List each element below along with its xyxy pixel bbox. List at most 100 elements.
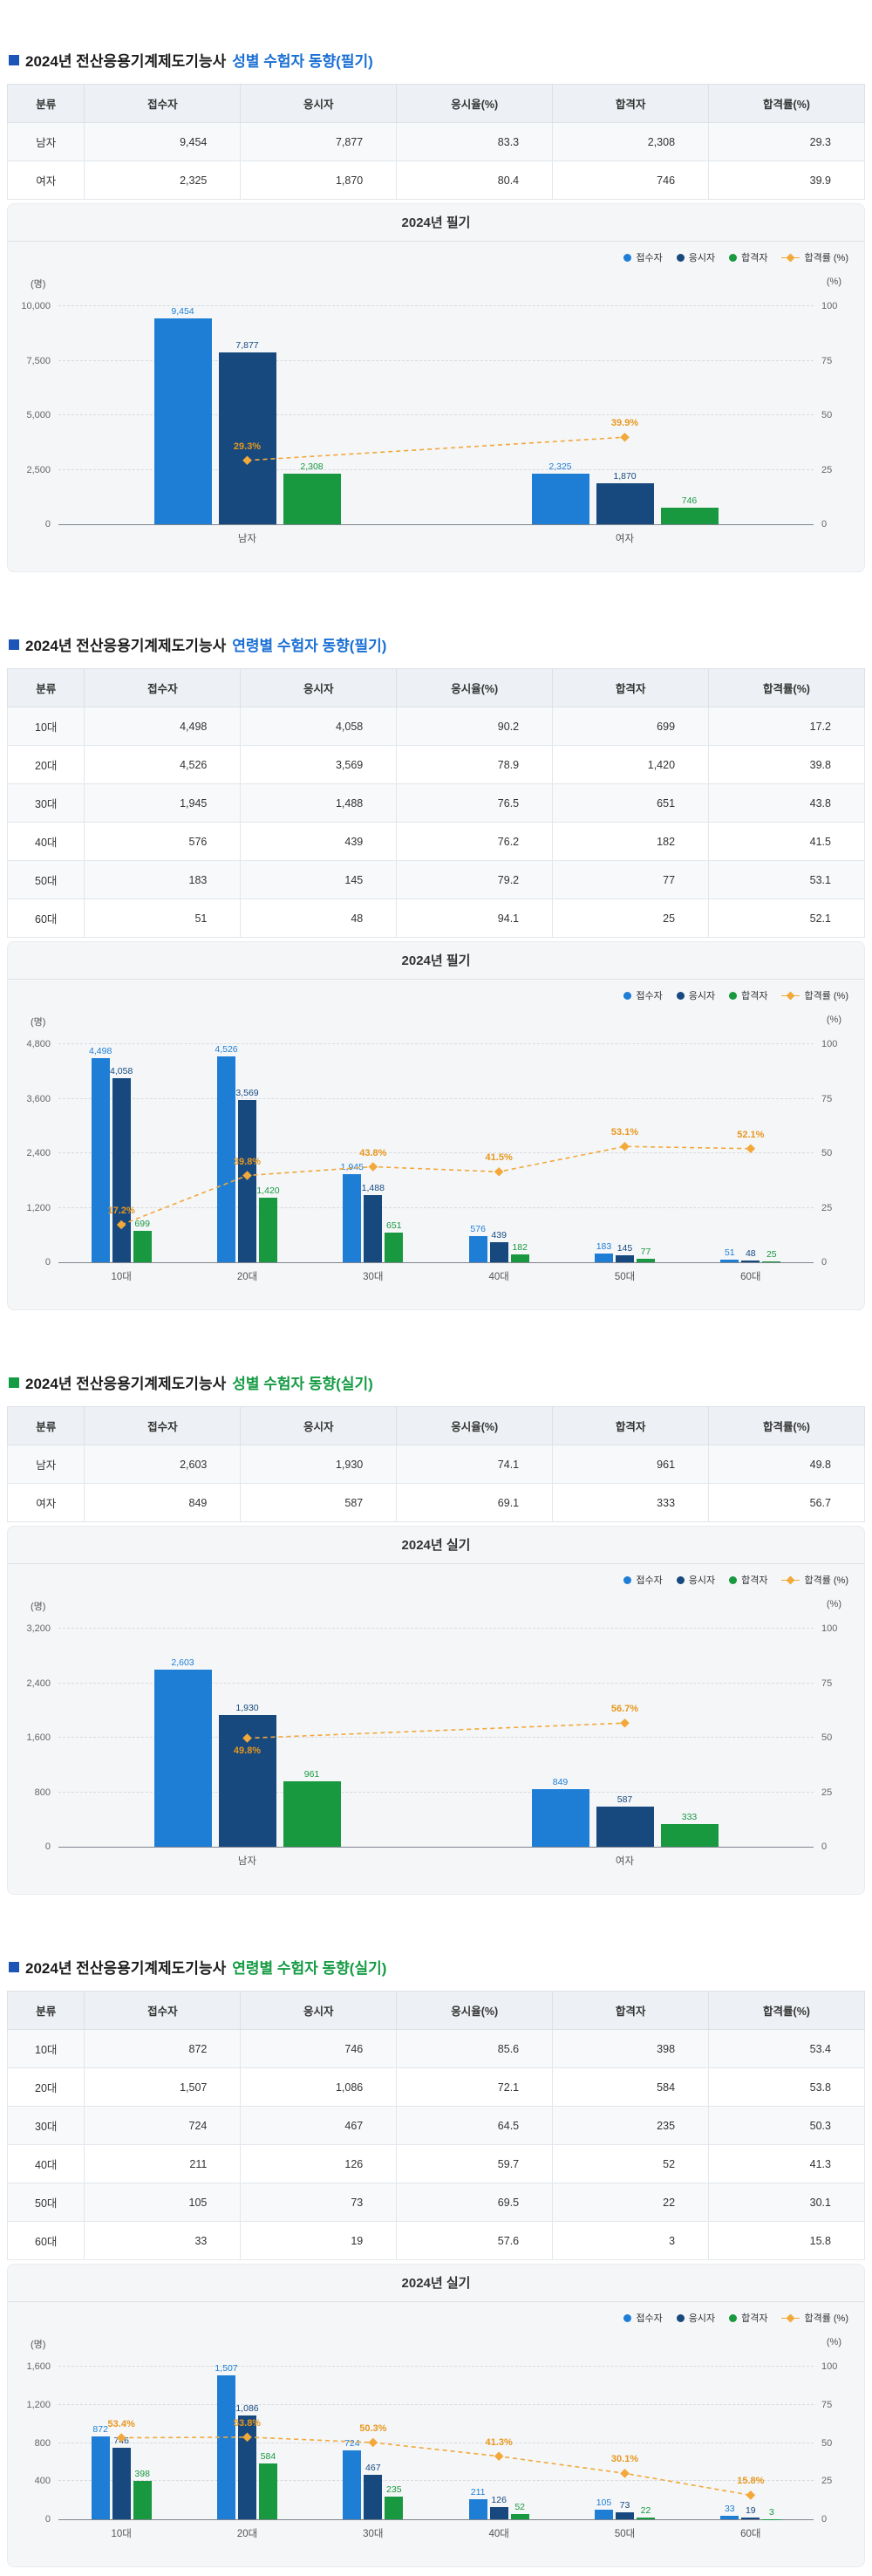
title-highlight: 성별 수험자 동향(실기) [232, 1371, 373, 1393]
pass-rate-legend-marker-icon [781, 2315, 800, 2321]
x-axis-line [58, 1262, 814, 1263]
rate-value-label: 29.3% [234, 441, 261, 452]
bar-value-label: 1,507 [215, 2363, 237, 2374]
applicants-bar: 724 [343, 2450, 361, 2519]
applicants-bar: 51 [720, 1260, 739, 1262]
bar-value-label: 7,877 [235, 340, 258, 351]
bar-value-label: 333 [682, 1812, 698, 1822]
row-category-cell: 20대 [8, 2068, 85, 2107]
y2-tick-label: 0 [821, 1257, 827, 1268]
bar-value-label: 849 [553, 1777, 569, 1787]
applicants-bar: 849 [532, 1789, 589, 1847]
value-cell: 83.3 [397, 123, 553, 161]
passers-bar: 182 [511, 1254, 529, 1262]
legend-item-applicants: 접수자 [623, 1573, 662, 1587]
applicants-bar: 576 [469, 1236, 487, 1262]
applicants-legend-dot-icon [623, 2314, 631, 2322]
examinees-bar: 7,877 [219, 352, 276, 524]
passers-bar: 235 [385, 2497, 403, 2519]
row-category-cell: 10대 [8, 707, 85, 746]
y2-tick-label: 75 [821, 1094, 832, 1104]
value-cell: 872 [85, 2030, 241, 2068]
value-cell: 467 [241, 2107, 397, 2145]
y-tick-label: 2,400 [26, 1678, 51, 1689]
column-header: 합격자 [553, 85, 709, 123]
value-cell: 74.1 [397, 1445, 553, 1484]
value-cell: 78.9 [397, 746, 553, 784]
legend-label: 접수자 [636, 250, 662, 264]
applicants-legend-dot-icon [623, 254, 631, 262]
value-cell: 4,526 [85, 746, 241, 784]
row-category-cell: 남자 [8, 1445, 85, 1484]
bar-value-label: 746 [682, 495, 698, 506]
column-header: 접수자 [85, 85, 241, 123]
value-cell: 43.8 [709, 784, 865, 823]
value-cell: 17.2 [709, 707, 865, 746]
column-header: 합격자 [553, 1407, 709, 1445]
value-cell: 584 [553, 2068, 709, 2107]
value-cell: 29.3 [709, 123, 865, 161]
applicants-bar: 1,507 [217, 2375, 235, 2519]
value-cell: 57.6 [397, 2222, 553, 2260]
y-tick-label: 0 [45, 1841, 51, 1852]
x-axis-line [58, 2519, 814, 2520]
chart-title: 2024년 필기 [8, 215, 864, 232]
x-category-label: 50대 [615, 2526, 635, 2540]
examinees-bar: 3,569 [238, 1100, 256, 1262]
bar-value-label: 1,945 [341, 1162, 364, 1172]
column-header: 분류 [8, 669, 85, 707]
legend-label: 합격률 (%) [804, 1573, 848, 1587]
value-cell: 746 [241, 2030, 397, 2068]
examinees-bar: 1,086 [238, 2415, 256, 2519]
passers-bar: 699 [133, 1231, 152, 1262]
legend-label: 접수자 [636, 2311, 662, 2325]
legend-diamond-icon [787, 991, 795, 1000]
bar-value-label: 182 [512, 1242, 528, 1253]
bar-value-label: 9,454 [171, 306, 194, 317]
y-axis-unit-label: (명) [31, 1599, 45, 1613]
y-tick-label: 800 [35, 1787, 51, 1798]
bar-value-label: 584 [261, 2451, 276, 2462]
value-cell: 53.8 [709, 2068, 865, 2107]
bar-value-label: 183 [596, 1241, 612, 1252]
bar-value-label: 51 [725, 1247, 735, 1258]
column-header: 접수자 [85, 1407, 241, 1445]
x-category-label: 남자 [238, 1854, 256, 1868]
applicants-bar: 183 [595, 1254, 613, 1262]
legend-dash-icon [794, 995, 800, 996]
bar-value-label: 746 [113, 2436, 129, 2446]
value-cell: 53.1 [709, 861, 865, 899]
bar-value-label: 73 [620, 2500, 630, 2511]
value-cell: 4,058 [241, 707, 397, 746]
column-header: 응시자 [241, 85, 397, 123]
y-tick-label: 10,000 [21, 301, 51, 311]
y2-tick-label: 100 [821, 1623, 837, 1634]
legend-item-passers: 합격자 [729, 2311, 767, 2325]
axis-unit-labels: (명)(%) [8, 277, 864, 290]
bar-value-label: 52 [514, 2502, 525, 2512]
value-cell: 90.2 [397, 707, 553, 746]
bar-value-label: 19 [746, 2505, 756, 2516]
y2-tick-label: 75 [821, 2400, 832, 2410]
y-tick-label: 0 [45, 1257, 51, 1268]
legend-item-examinees: 응시자 [677, 1573, 715, 1587]
rate-value-label: 56.7% [611, 1704, 638, 1714]
value-cell: 52.1 [709, 899, 865, 938]
axis-unit-labels: (명)(%) [8, 1599, 864, 1613]
row-category-cell: 여자 [8, 1484, 85, 1522]
passers-bar: 961 [283, 1781, 341, 1847]
bar-value-label: 3,569 [235, 1088, 258, 1098]
y2-tick-label: 0 [821, 2514, 827, 2525]
value-cell: 79.2 [397, 861, 553, 899]
column-header: 합격률(%) [709, 1992, 865, 2030]
column-header: 응시율(%) [397, 1992, 553, 2030]
bar-value-label: 651 [386, 1220, 402, 1231]
column-header: 접수자 [85, 1992, 241, 2030]
